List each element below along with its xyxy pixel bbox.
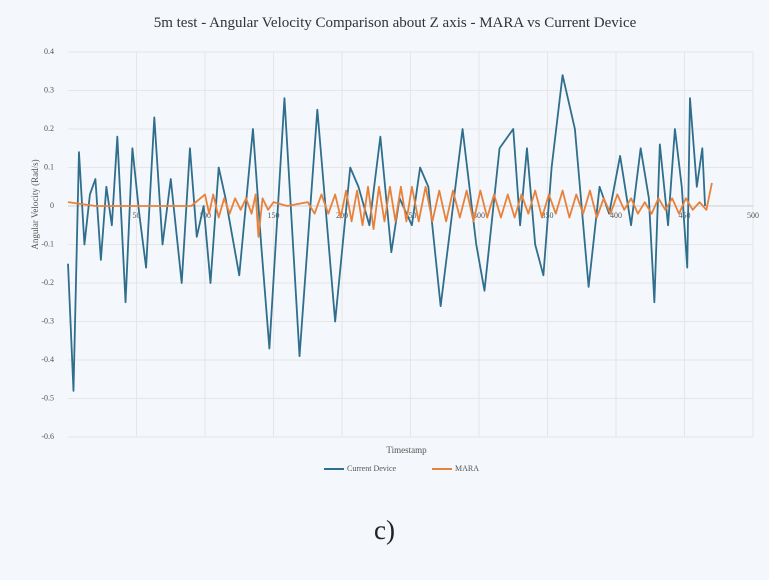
x-tick-label: 300: [473, 211, 485, 220]
chart: 0.4 0.3 0.2 0.1 0 -0.1 -0.2 -0.3 -0.4 -0.5 -0.6 50 1…: [30, 47, 759, 473]
y-tick-label: 0.2: [44, 124, 54, 133]
x-tick-label: 150: [268, 211, 280, 220]
y-tick-label: -0.6: [41, 432, 54, 441]
legend-label: Current Device: [347, 464, 397, 473]
y-tick-label: -0.4: [41, 355, 54, 364]
x-axis-label: Timestamp: [386, 445, 427, 455]
y-tick-label: 0.1: [44, 162, 54, 171]
data-line: [67, 74, 706, 392]
y-tick-label: 0.4: [44, 47, 54, 56]
x-tick-label: 50: [133, 211, 141, 220]
legend-label: MARA: [455, 464, 479, 473]
x-tick-label: 200: [336, 211, 348, 220]
chart-title: 5m test - Angular Velocity Comparison ab…: [153, 15, 637, 31]
x-tick-label: 500: [747, 211, 759, 220]
x-tick-label: 400: [610, 211, 622, 220]
x-tick-label: 250: [405, 211, 417, 220]
y-tick-label: 0: [50, 201, 54, 210]
y-tick-label: -0.2: [41, 278, 54, 287]
y-tick-label: 0.3: [44, 85, 54, 94]
y-axis-label: Angular Velocity (Rad/s): [30, 159, 40, 249]
y-tick-label: -0.5: [41, 393, 54, 402]
data-line: [67, 182, 713, 238]
y-tick-label: -0.3: [41, 316, 54, 325]
y-tick-label: -0.1: [41, 239, 54, 248]
caption: c): [374, 515, 395, 545]
